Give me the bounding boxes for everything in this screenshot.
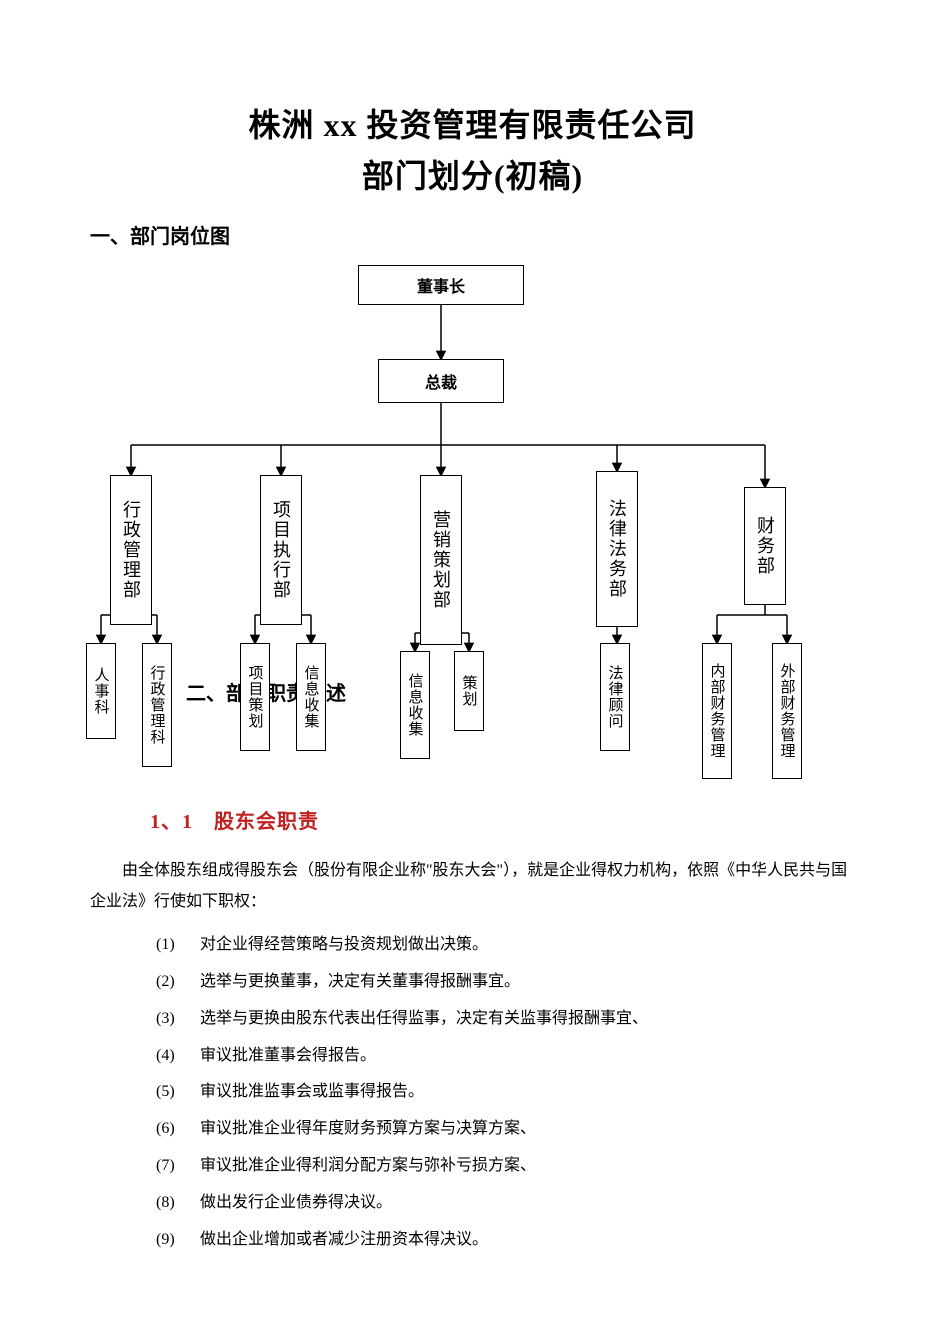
duty-item: 选举与更换由股东代表出任得监事，决定有关监事得报酬事宜、: [90, 1001, 855, 1038]
org-node-sub_hr: 人事科: [86, 643, 116, 739]
duty-item: 审议批准企业得利润分配方案与弥补亏损方案、: [90, 1148, 855, 1185]
org-chart: 二、部门职责描述 董事长总裁行政管理部项目执行部营销策划部法律法务部财务部人事科…: [80, 255, 850, 775]
duty-item: 对企业得经营策略与投资规划做出决策。: [90, 927, 855, 964]
title-line-2: 部门划分(初稿): [90, 151, 855, 202]
section-1-heading: 一、部门岗位图: [90, 220, 855, 249]
org-node-sub_legal: 法律顾问: [600, 643, 630, 751]
org-node-sub_info2: 信息收集: [400, 651, 430, 759]
org-node-sub_info1: 信息收集: [296, 643, 326, 751]
red-subheading: 1、1 股东会职责: [150, 805, 855, 834]
org-node-dept_finance: 财务部: [744, 487, 786, 605]
org-node-dept_project: 项目执行部: [260, 475, 302, 625]
duty-item: 审议批准董事会得报告。: [90, 1038, 855, 1075]
org-node-sub_plan2: 策划: [454, 651, 484, 731]
org-node-sub_fin_in: 内部财务管理: [702, 643, 732, 779]
duty-item: 做出企业增加或者减少注册资本得决议。: [90, 1222, 855, 1259]
duty-item: 审议批准企业得年度财务预算方案与决算方案、: [90, 1111, 855, 1148]
duties-list: 对企业得经营策略与投资规划做出决策。选举与更换董事，决定有关董事得报酬事宜。选举…: [90, 927, 855, 1258]
org-node-dept_admin: 行政管理部: [110, 475, 152, 625]
duty-item: 审议批准监事会或监事得报告。: [90, 1074, 855, 1111]
org-node-dept_legal: 法律法务部: [596, 471, 638, 627]
org-node-president: 总裁: [378, 359, 504, 403]
intro-paragraph: 由全体股东组成得股东会（股份有限企业称"股东大会"），就是企业得权力机构，依照《…: [90, 856, 855, 917]
document-title: 株洲 xx 投资管理有限责任公司 部门划分(初稿): [90, 100, 855, 202]
org-node-dept_marketing: 营销策划部: [420, 475, 462, 645]
org-node-sub_fin_out: 外部财务管理: [772, 643, 802, 779]
title-line-1: 株洲 xx 投资管理有限责任公司: [90, 100, 855, 151]
org-node-chairman: 董事长: [358, 265, 524, 305]
duty-item: 做出发行企业债券得决议。: [90, 1185, 855, 1222]
duty-item: 选举与更换董事，决定有关董事得报酬事宜。: [90, 964, 855, 1001]
document-page: 株洲 xx 投资管理有限责任公司 部门划分(初稿) 一、部门岗位图 二、部门职责…: [0, 0, 945, 1337]
org-node-sub_admin: 行政管理科: [142, 643, 172, 767]
org-node-sub_plan: 项目策划: [240, 643, 270, 751]
